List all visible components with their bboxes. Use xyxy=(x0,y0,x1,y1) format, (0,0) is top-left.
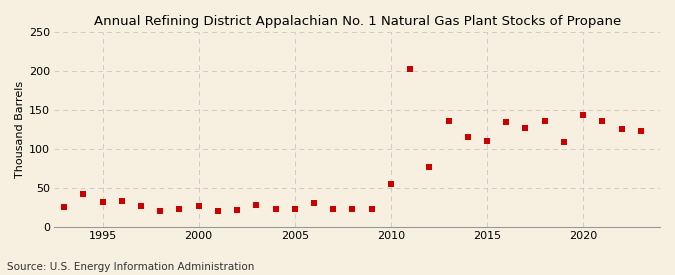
Point xyxy=(578,113,589,117)
Point xyxy=(385,182,396,186)
Point xyxy=(174,207,185,212)
Point xyxy=(251,203,262,207)
Point xyxy=(520,125,531,130)
Point xyxy=(78,192,88,196)
Point xyxy=(424,165,435,170)
Point xyxy=(501,120,512,125)
Point xyxy=(155,209,165,213)
Point xyxy=(597,119,608,124)
Y-axis label: Thousand Barrels: Thousand Barrels xyxy=(15,81,25,178)
Point xyxy=(347,207,358,212)
Text: Source: U.S. Energy Information Administration: Source: U.S. Energy Information Administ… xyxy=(7,262,254,272)
Point xyxy=(616,127,627,131)
Point xyxy=(213,209,223,213)
Point xyxy=(270,207,281,212)
Point xyxy=(481,139,492,143)
Point xyxy=(328,207,339,212)
Point xyxy=(462,135,473,139)
Point xyxy=(367,207,377,212)
Point xyxy=(290,207,300,212)
Point xyxy=(97,199,108,204)
Point xyxy=(539,119,550,124)
Title: Annual Refining District Appalachian No. 1 Natural Gas Plant Stocks of Propane: Annual Refining District Appalachian No.… xyxy=(94,15,621,28)
Point xyxy=(232,208,242,212)
Point xyxy=(116,199,127,203)
Point xyxy=(136,204,146,208)
Point xyxy=(558,139,569,144)
Point xyxy=(59,205,70,209)
Point xyxy=(308,201,319,205)
Point xyxy=(193,203,204,208)
Point xyxy=(635,129,646,133)
Point xyxy=(443,119,454,123)
Point xyxy=(405,67,416,72)
